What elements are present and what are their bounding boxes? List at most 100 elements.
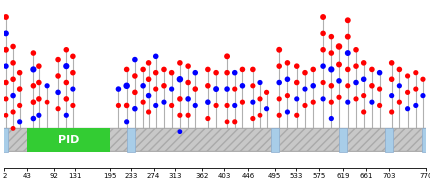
- Point: [30, 51, 37, 55]
- Point: [140, 68, 147, 71]
- Point: [140, 84, 147, 87]
- Point: [132, 74, 138, 78]
- Point: [319, 97, 326, 100]
- Point: [152, 88, 159, 91]
- Point: [213, 88, 220, 91]
- Point: [284, 61, 291, 64]
- Point: [123, 104, 130, 107]
- Bar: [127, 128, 135, 152]
- Point: [404, 107, 411, 110]
- Point: [404, 74, 411, 78]
- Point: [168, 88, 175, 91]
- Point: [328, 51, 335, 55]
- Point: [160, 101, 167, 104]
- Bar: [422, 128, 430, 152]
- Point: [335, 96, 342, 99]
- Bar: [0, 128, 8, 152]
- Point: [301, 104, 308, 107]
- Point: [276, 97, 283, 100]
- Point: [263, 107, 270, 110]
- Point: [9, 110, 16, 113]
- Point: [213, 71, 220, 74]
- Point: [9, 61, 16, 64]
- Point: [276, 81, 283, 84]
- Point: [152, 104, 159, 107]
- Point: [224, 71, 230, 74]
- Point: [3, 48, 9, 51]
- Point: [257, 114, 264, 117]
- Point: [30, 101, 37, 104]
- Point: [310, 68, 316, 71]
- Point: [35, 114, 42, 117]
- Point: [63, 81, 70, 84]
- Point: [70, 71, 77, 74]
- Point: [328, 68, 335, 71]
- Point: [276, 114, 283, 117]
- Point: [276, 65, 283, 68]
- Point: [293, 65, 300, 68]
- Point: [319, 65, 326, 68]
- Point: [344, 19, 351, 22]
- Point: [132, 91, 138, 94]
- Point: [145, 94, 152, 97]
- Point: [70, 88, 77, 91]
- Bar: [339, 128, 347, 152]
- Point: [412, 71, 419, 74]
- Point: [335, 63, 342, 66]
- Point: [176, 78, 183, 81]
- Point: [369, 84, 375, 87]
- Point: [184, 114, 191, 117]
- Point: [319, 32, 326, 35]
- Point: [44, 84, 51, 87]
- Point: [388, 110, 395, 113]
- Point: [115, 104, 122, 107]
- Point: [16, 104, 23, 107]
- Point: [184, 81, 191, 84]
- Point: [376, 88, 383, 91]
- Point: [204, 84, 211, 87]
- Point: [44, 101, 51, 104]
- Point: [9, 94, 16, 97]
- Point: [224, 55, 230, 58]
- Point: [176, 97, 183, 100]
- Point: [276, 48, 283, 51]
- Point: [9, 45, 16, 48]
- Point: [388, 94, 395, 97]
- Point: [176, 61, 183, 64]
- Point: [388, 61, 395, 64]
- Point: [63, 48, 70, 51]
- Point: [404, 91, 411, 94]
- Point: [412, 104, 419, 107]
- Point: [319, 15, 326, 19]
- Point: [284, 94, 291, 97]
- Bar: [27, 128, 110, 152]
- Point: [344, 51, 351, 55]
- Bar: [271, 128, 279, 152]
- Point: [70, 104, 77, 107]
- Point: [224, 104, 230, 107]
- Point: [9, 78, 16, 81]
- Point: [160, 68, 167, 71]
- Bar: [4, 128, 426, 151]
- Point: [168, 104, 175, 107]
- Point: [3, 114, 9, 117]
- Point: [353, 81, 359, 84]
- Point: [376, 104, 383, 107]
- Point: [310, 84, 316, 87]
- Point: [3, 81, 9, 84]
- Point: [257, 97, 264, 100]
- Point: [344, 101, 351, 104]
- Point: [293, 114, 300, 117]
- Point: [204, 117, 211, 120]
- Point: [249, 117, 256, 120]
- Point: [353, 97, 359, 100]
- Point: [231, 71, 238, 74]
- Point: [344, 68, 351, 71]
- Point: [353, 48, 359, 51]
- Point: [420, 78, 427, 81]
- Point: [239, 68, 246, 71]
- Point: [55, 58, 61, 61]
- Point: [249, 84, 256, 87]
- Point: [16, 71, 23, 74]
- Point: [168, 71, 175, 74]
